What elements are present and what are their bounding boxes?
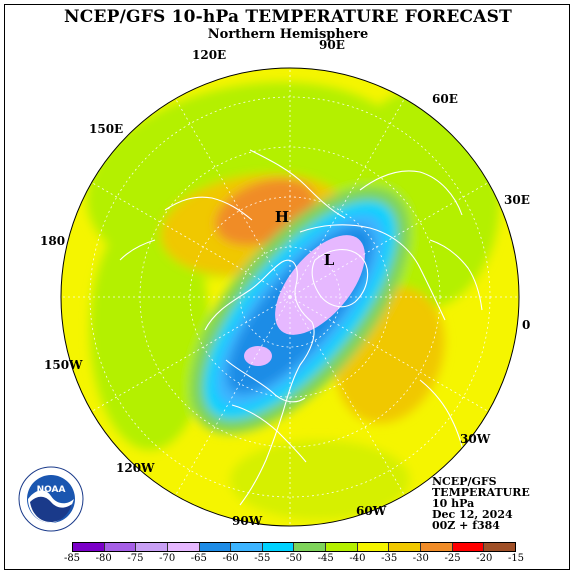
legend-tick-label: -35 — [381, 553, 398, 564]
noaa-logo-text: NOAA — [37, 485, 66, 495]
lon-label-30w: 30W — [460, 432, 491, 446]
info-variable: TEMPERATURE — [432, 486, 530, 499]
map-subtitle: Northern Hemisphere — [207, 27, 369, 42]
high-center-marker: H — [275, 208, 289, 226]
legend-swatch — [421, 543, 453, 551]
legend-tick-label: -60 — [222, 553, 239, 564]
legend-swatch — [167, 543, 200, 551]
figure-frame — [4, 4, 570, 570]
legend-tick-label: -20 — [476, 553, 493, 564]
lon-label-60w: 60W — [356, 504, 387, 518]
legend-tick-label: -50 — [285, 553, 303, 564]
legend-swatch — [199, 543, 232, 551]
legend-tick-label: -15 — [507, 553, 525, 564]
temperature-field — [61, 68, 519, 526]
legend-swatch — [294, 543, 327, 551]
legend-tick-label: -80 — [95, 553, 112, 564]
lon-label-120w: 120W — [116, 461, 155, 475]
info-model: NCEP/GFS — [432, 475, 497, 488]
lon-label-90w: 90W — [232, 514, 263, 528]
legend-tick-label: -45 — [317, 553, 334, 564]
lon-label-30e: 30E — [504, 193, 530, 207]
legend-tick-label: -25 — [444, 553, 461, 564]
legend-tick-label: -30 — [412, 553, 429, 564]
legend-tick-label: -65 — [190, 553, 207, 564]
legend-swatch — [389, 543, 422, 551]
legend-swatch — [357, 543, 390, 551]
legend-swatch — [326, 543, 358, 551]
legend-swatch — [136, 543, 168, 551]
lon-label-90e: 90E — [319, 38, 345, 52]
legend-swatch — [262, 543, 295, 551]
legend-swatch — [452, 543, 485, 551]
low-center-marker: L — [324, 251, 335, 269]
legend-tick-label: -85 — [63, 553, 81, 564]
info-forecast-hour: 00Z + f384 — [432, 519, 500, 532]
map-title: NCEP/GFS 10-hPa TEMPERATURE FORECAST — [64, 7, 512, 27]
map-boundary — [60, 67, 520, 527]
info-level: 10 hPa — [432, 497, 475, 510]
lon-label-180: 180 — [40, 234, 66, 248]
info-date: Dec 12, 2024 — [432, 508, 513, 521]
lon-label-60e: 60E — [432, 92, 458, 106]
legend-swatch — [73, 543, 105, 551]
coastlines — [119, 149, 483, 506]
legend-tick-label: -55 — [254, 553, 271, 564]
legend-tick-label: -75 — [127, 553, 144, 564]
legend-swatch — [231, 543, 263, 551]
noaa-logo: NOAA — [18, 466, 84, 532]
lon-label-120e: 120E — [192, 48, 227, 62]
legend-tick-label: -70 — [159, 553, 176, 564]
lon-label-150e: 150E — [89, 122, 124, 136]
info-block: NCEP/GFS TEMPERATURE 10 hPa Dec 12, 2024… — [432, 476, 530, 531]
lon-label-0: 0 — [522, 318, 531, 332]
color-legend — [72, 542, 516, 552]
legend-tick-label: -40 — [349, 553, 366, 564]
legend-swatch — [104, 543, 137, 551]
legend-swatch — [484, 543, 515, 551]
lon-label-150w: 150W — [44, 358, 83, 372]
